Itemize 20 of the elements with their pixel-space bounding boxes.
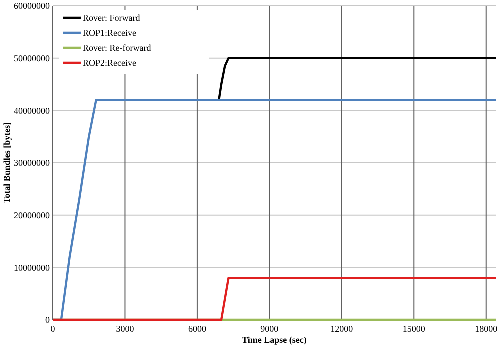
x-tick-label: 18000: [475, 324, 498, 334]
legend-label: ROP1:Receive: [83, 28, 136, 38]
y-tick-label: 60000000: [14, 1, 50, 12]
y-tick-label: 20000000: [14, 210, 50, 220]
y-tick-label: 50000000: [14, 53, 50, 64]
x-tick-label: 6000: [188, 324, 207, 334]
x-tick-label: 3000: [116, 324, 135, 334]
legend-label: Rover: Re-forward: [83, 43, 152, 54]
x-tick-label: 9000: [260, 324, 280, 334]
y-tick-label: 10000000: [14, 262, 50, 273]
line-series: [218, 57, 498, 102]
y-tick-label: 0: [46, 315, 50, 326]
x-tick-label: 15000: [402, 324, 426, 334]
legend-label: Rover: Forward: [83, 13, 141, 24]
y-axis-title: Total Bundles [bytes]: [2, 122, 12, 204]
x-axis-title: Time Lapse (sec): [242, 335, 307, 345]
y-tick-label: 30000000: [14, 158, 50, 168]
x-tick-label: 12000: [330, 324, 354, 334]
y-tick-label: 40000000: [14, 106, 50, 116]
legend-label: ROP2:Receive: [83, 58, 136, 68]
